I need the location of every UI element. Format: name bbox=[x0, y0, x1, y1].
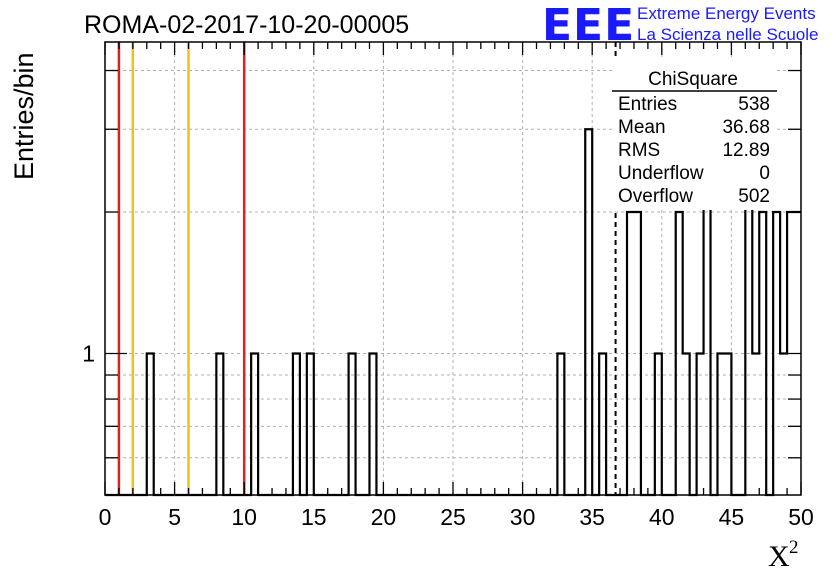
stats-label-mean: Mean bbox=[618, 117, 666, 138]
plot-frame bbox=[104, 41, 802, 496]
stats-value-underflow: 0 bbox=[759, 163, 770, 184]
x-tick-label: 20 bbox=[371, 504, 397, 530]
stats-label-underflow: Underflow bbox=[618, 163, 704, 184]
logo-line1: Extreme Energy Events bbox=[637, 4, 816, 23]
x-tick-label: 5 bbox=[168, 504, 181, 530]
x-tick-label: 0 bbox=[99, 504, 112, 530]
x-axis-label: X bbox=[768, 540, 790, 572]
x-axis-label-superscript: 2 bbox=[789, 537, 799, 558]
logo-mark: EEE bbox=[542, 0, 635, 51]
x-tick-label: 25 bbox=[440, 504, 466, 530]
stats-label-rms: RMS bbox=[618, 140, 660, 161]
x-tick-label: 45 bbox=[719, 504, 745, 530]
stats-label-entries: Entries bbox=[618, 94, 677, 115]
stats-value-mean: 36.68 bbox=[722, 117, 770, 138]
y-tick-labels: 1 bbox=[82, 341, 95, 367]
eee-logo: EEE Extreme Energy Events La Scienza nel… bbox=[542, 0, 818, 51]
logo-line2: La Scienza nelle Scuole bbox=[637, 25, 818, 44]
stats-value-rms: 12.89 bbox=[722, 140, 770, 161]
x-tick-label: 10 bbox=[231, 504, 257, 530]
stats-value-entries: 538 bbox=[738, 94, 770, 115]
stats-value-overflow: 502 bbox=[738, 186, 770, 207]
x-tick-label: 50 bbox=[788, 504, 814, 530]
y-tick-label: 1 bbox=[82, 341, 95, 367]
x-tick-label: 15 bbox=[301, 504, 327, 530]
axis-ticks bbox=[104, 42, 802, 495]
x-tick-labels: 0 5 10 15 20 25 30 35 40 45 50 bbox=[99, 504, 814, 530]
y-axis-label: Entries/bin bbox=[9, 52, 39, 180]
stats-title: ChiSquare bbox=[648, 69, 738, 90]
stats-box: ChiSquare Entries 538 Mean 36.68 RMS 12.… bbox=[612, 60, 777, 210]
stats-label-overflow: Overflow bbox=[618, 186, 693, 207]
x-tick-label: 40 bbox=[649, 504, 675, 530]
stats-box-background bbox=[612, 60, 777, 210]
x-tick-label: 35 bbox=[579, 504, 605, 530]
chart-title: ROMA-02-2017-10-20-00005 bbox=[84, 11, 409, 39]
x-tick-label: 30 bbox=[510, 504, 536, 530]
reference-lines bbox=[117, 42, 246, 495]
